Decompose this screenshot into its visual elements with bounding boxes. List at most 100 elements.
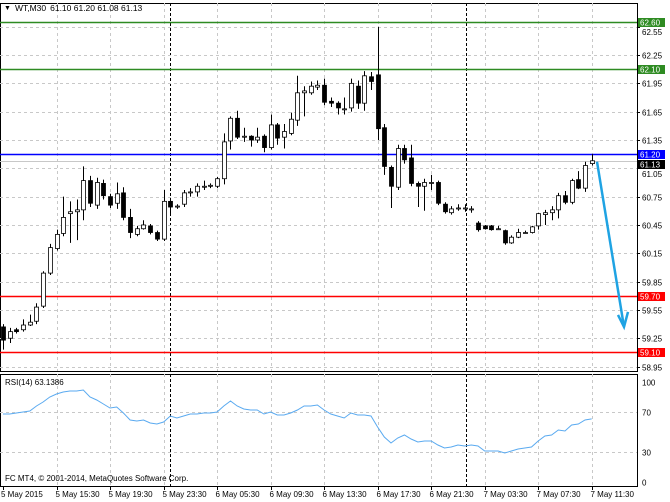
candle-body bbox=[302, 90, 307, 94]
candle-body bbox=[55, 233, 60, 249]
candle-body bbox=[195, 185, 200, 193]
rsi-pane bbox=[0, 374, 638, 487]
candle bbox=[456, 204, 461, 211]
candle-body bbox=[576, 179, 581, 189]
candle bbox=[396, 144, 401, 191]
candle bbox=[489, 224, 494, 231]
candle bbox=[269, 114, 274, 150]
candle-body bbox=[489, 225, 494, 231]
candle-body bbox=[115, 193, 120, 204]
candle bbox=[28, 314, 33, 326]
candle bbox=[222, 133, 227, 185]
candle bbox=[182, 190, 187, 208]
candle-body bbox=[135, 228, 140, 235]
candle bbox=[289, 112, 294, 136]
candle bbox=[496, 225, 501, 231]
candle-body bbox=[503, 230, 508, 244]
candle bbox=[349, 78, 354, 112]
price-tick-label: 61.65 bbox=[642, 109, 663, 118]
level-tag bbox=[638, 18, 665, 27]
candle-body bbox=[429, 182, 434, 184]
candle-body bbox=[449, 208, 454, 214]
candle-body bbox=[162, 200, 167, 240]
candle-body bbox=[523, 232, 528, 234]
symbol-timeframe: WT,M30 bbox=[14, 3, 47, 13]
candle bbox=[175, 204, 180, 209]
candle bbox=[215, 176, 220, 189]
candle-body bbox=[182, 192, 187, 205]
candle bbox=[322, 78, 327, 106]
candle-body bbox=[262, 135, 267, 148]
triangle-down-icon[interactable]: ▼ bbox=[4, 4, 11, 12]
candle-body bbox=[509, 236, 514, 244]
candle bbox=[309, 81, 314, 95]
rsi-label: RSI(14) 63.1386 bbox=[5, 378, 64, 387]
level-label: 59.10 bbox=[640, 349, 661, 358]
candle bbox=[88, 175, 93, 208]
candle-body bbox=[336, 102, 341, 109]
candle-body bbox=[282, 131, 287, 138]
candle-body bbox=[155, 232, 160, 240]
level-label: 62.10 bbox=[640, 66, 661, 75]
candle bbox=[195, 183, 200, 197]
candle bbox=[429, 174, 434, 191]
candle-body bbox=[95, 182, 100, 206]
candle bbox=[255, 127, 260, 143]
chart-header: ▼ WT,M30 61.10 61.20 61.08 61.13 bbox=[4, 3, 142, 13]
candle-body bbox=[215, 178, 220, 187]
candle-body bbox=[583, 165, 588, 189]
ohlc-values: 61.10 61.20 61.08 61.13 bbox=[50, 3, 143, 13]
candle-body bbox=[61, 217, 66, 234]
candle-body bbox=[362, 75, 367, 104]
candle-body bbox=[275, 124, 280, 139]
candle bbox=[536, 212, 541, 230]
candle bbox=[563, 190, 568, 205]
price-tick-label: 61.05 bbox=[642, 170, 663, 179]
candle bbox=[336, 101, 341, 115]
candle-body bbox=[456, 207, 461, 210]
candle-body bbox=[349, 82, 354, 109]
rsi-level-label: 0 bbox=[642, 479, 647, 488]
forecast-arrow-head-icon bbox=[616, 311, 630, 331]
candle-body bbox=[295, 92, 300, 121]
candle-body bbox=[402, 148, 407, 161]
candle-body bbox=[382, 127, 387, 167]
candle bbox=[329, 97, 334, 107]
candle bbox=[21, 319, 26, 332]
candle bbox=[228, 116, 233, 150]
candle bbox=[315, 80, 320, 90]
candle-body bbox=[88, 180, 93, 204]
candle-body bbox=[81, 180, 86, 211]
price-tick-label: 59.85 bbox=[642, 279, 663, 288]
candle bbox=[389, 165, 394, 208]
level-tag bbox=[638, 348, 665, 357]
candle bbox=[1, 324, 6, 350]
candle bbox=[41, 271, 46, 309]
candle bbox=[68, 201, 73, 243]
current-price-label: 61.13 bbox=[640, 161, 661, 170]
candle bbox=[590, 154, 595, 166]
candle-body bbox=[34, 306, 39, 322]
candle bbox=[376, 26, 381, 140]
candle-body bbox=[389, 166, 394, 187]
candle-body bbox=[443, 203, 448, 213]
level-tag bbox=[638, 65, 665, 74]
candle-body bbox=[556, 195, 561, 211]
candle-body bbox=[14, 329, 19, 333]
candle-body bbox=[409, 157, 414, 184]
candle bbox=[14, 327, 19, 334]
level-tag bbox=[638, 292, 665, 301]
candle bbox=[516, 228, 521, 239]
candle-body bbox=[175, 205, 180, 208]
candle-body bbox=[476, 222, 481, 231]
candle bbox=[121, 187, 126, 221]
rsi-level-label: 100 bbox=[642, 379, 656, 388]
candle bbox=[463, 204, 468, 212]
candle bbox=[409, 144, 414, 187]
price-tick-label: 59.55 bbox=[642, 307, 663, 316]
candle-body bbox=[8, 331, 13, 339]
time-tick-label: 6 May 09:30 bbox=[270, 490, 315, 499]
candle-body bbox=[75, 209, 80, 213]
candle-body bbox=[121, 192, 126, 218]
